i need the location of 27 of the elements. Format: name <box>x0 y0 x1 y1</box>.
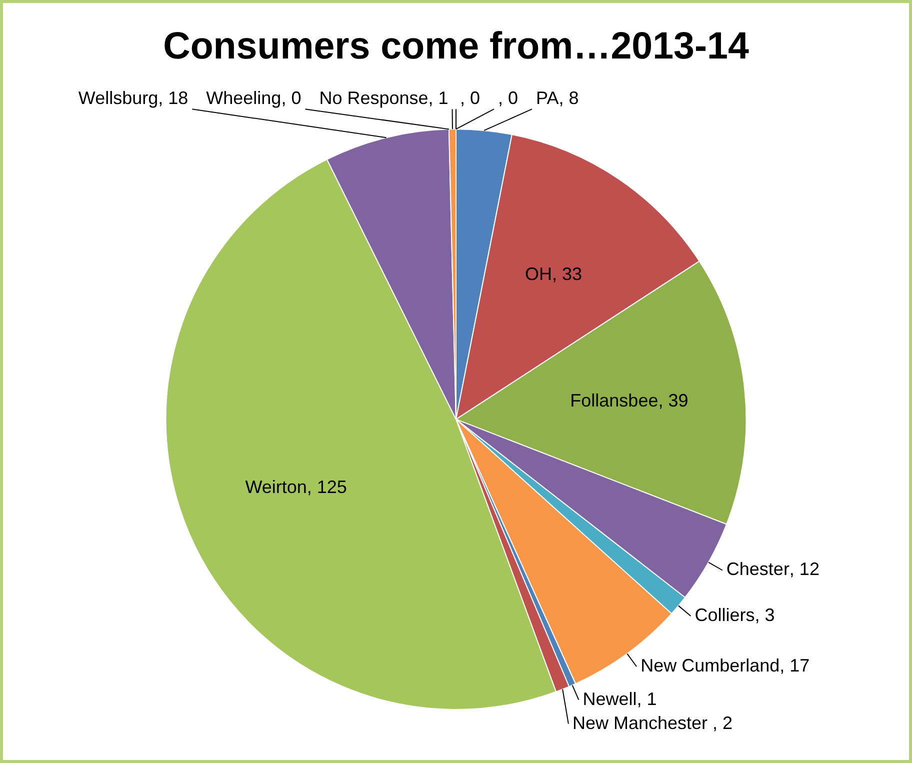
data-label: , 1 <box>428 88 448 108</box>
slice-label: Newell <box>582 688 637 709</box>
slice-label: Follansbee <box>570 390 658 410</box>
slice-label: New Manchester <box>572 712 713 733</box>
data-label: , 3 <box>754 604 775 625</box>
slice-label: No Response <box>319 88 428 108</box>
slice-label: Chester <box>726 559 790 580</box>
text: , 0 <box>460 88 480 108</box>
data-label: , 12 <box>789 559 820 580</box>
data-label: , 2 <box>712 712 733 733</box>
category-label: Wheeling <box>206 88 282 108</box>
slice-label: PA <box>536 88 559 108</box>
data-label: , 17 <box>780 656 810 676</box>
data-label: , 125 <box>306 477 347 498</box>
data-label: , 18 <box>158 88 188 108</box>
text: , 0 <box>498 88 518 108</box>
slice-label: Wellsburg <box>78 88 158 108</box>
slice-label: OH <box>524 264 552 284</box>
data-label: , 33 <box>552 264 582 284</box>
slice-label: Colliers <box>694 604 755 625</box>
chart-title: Consumers come from…2013-14 <box>163 25 749 68</box>
data-label: , 1 <box>636 688 657 709</box>
slice-label: Weirton <box>245 477 307 498</box>
text: , 0 <box>281 88 302 108</box>
data-label: , 8 <box>558 88 579 108</box>
data-label: , 39 <box>658 390 688 410</box>
slice-label: New Cumberland <box>640 656 780 676</box>
